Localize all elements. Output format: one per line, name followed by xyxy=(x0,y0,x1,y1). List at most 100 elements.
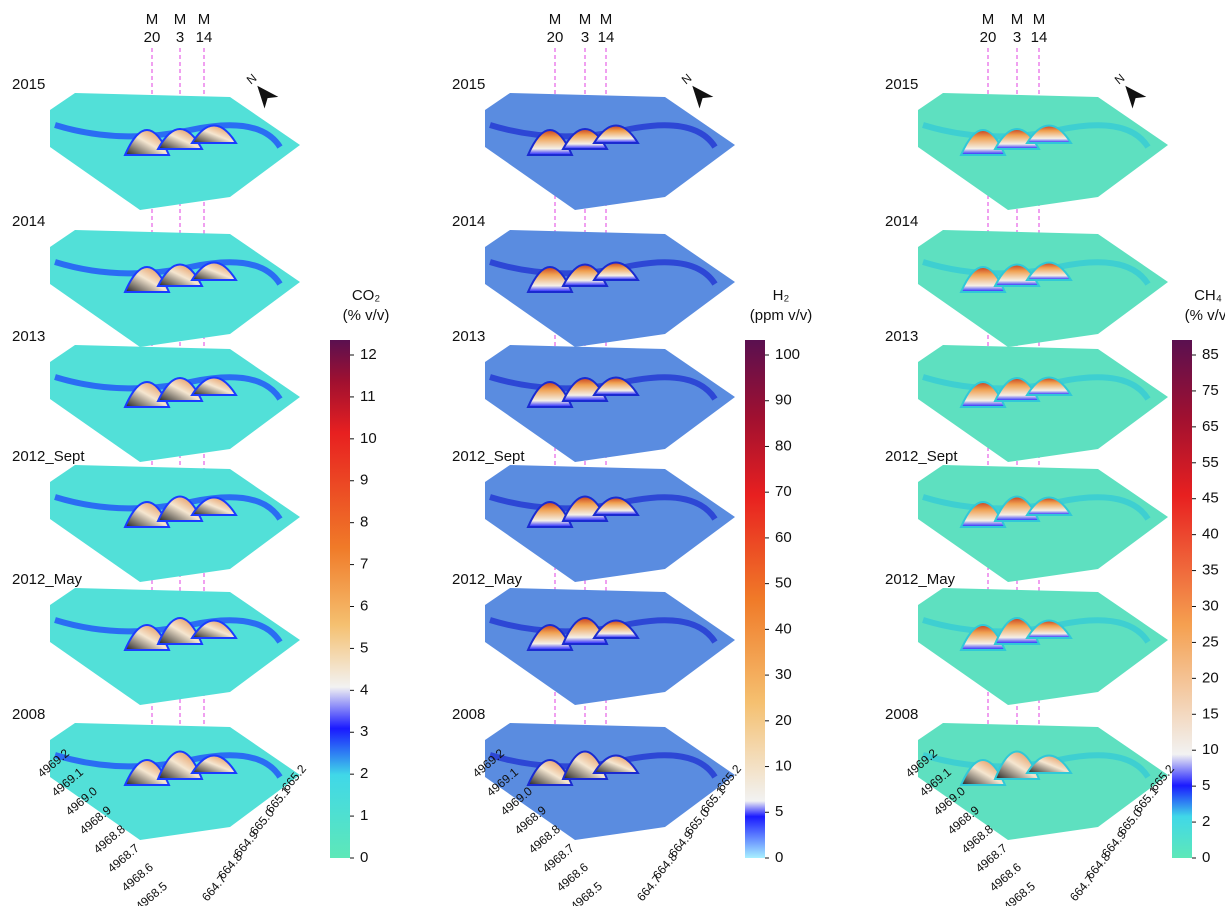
colorbar xyxy=(745,340,765,858)
colorbar-tick-label: 10 xyxy=(360,430,377,447)
colorbar xyxy=(330,340,350,858)
colorbar-tick-label: 5 xyxy=(775,803,783,820)
surface xyxy=(918,588,1168,705)
year-label: 2012_Sept xyxy=(452,448,525,465)
colorbar-tick-label: 20 xyxy=(775,712,792,729)
colorbar-tick-label: 6 xyxy=(360,597,368,614)
colorbar-tick-label: 85 xyxy=(1202,346,1219,363)
colorbar-tick-label: 7 xyxy=(360,556,368,573)
colorbar xyxy=(1172,340,1192,858)
colorbar-tick-label: 4 xyxy=(360,681,368,698)
colorbar-units: (ppm v/v) xyxy=(750,307,813,324)
colorbar-title: CH₄ xyxy=(1194,287,1222,304)
surface xyxy=(918,465,1168,582)
north-arrow: N xyxy=(240,68,278,109)
year-label: 2015 xyxy=(12,76,45,93)
year-label: 2014 xyxy=(885,213,918,230)
colorbar-title: CO₂ xyxy=(352,287,381,304)
colorbar-tick-label: 0 xyxy=(360,849,368,866)
colorbar-tick-label: 80 xyxy=(775,437,792,454)
surface xyxy=(485,345,735,462)
colorbar-tick-label: 25 xyxy=(1202,633,1219,650)
year-label: 2008 xyxy=(452,706,485,723)
colorbar-tick-label: 0 xyxy=(775,849,783,866)
year-label: 2012_May xyxy=(12,571,83,588)
colorbar-tick-label: 75 xyxy=(1202,382,1219,399)
year-label: 2013 xyxy=(452,328,485,345)
north-label: N xyxy=(244,71,260,87)
colorbar-tick-label: 10 xyxy=(775,758,792,775)
well-letter: M xyxy=(549,11,562,28)
north-label: N xyxy=(679,71,695,87)
colorbar-tick-label: 3 xyxy=(360,723,368,740)
year-label: 2014 xyxy=(452,213,485,230)
well-letter: M xyxy=(1011,11,1024,28)
colorbar-units: (% v/v) xyxy=(343,307,390,324)
colorbar-tick-label: 10 xyxy=(1202,741,1219,758)
well-letter: M xyxy=(600,11,613,28)
well-letter: M xyxy=(1033,11,1046,28)
colorbar-tick-label: 20 xyxy=(1202,669,1219,686)
surface xyxy=(485,230,735,347)
colorbar-tick-label: 40 xyxy=(1202,526,1219,543)
well-number: 3 xyxy=(1013,29,1021,46)
surface xyxy=(50,345,300,462)
colorbar-tick-label: 90 xyxy=(775,392,792,409)
surface xyxy=(918,230,1168,347)
year-label: 2012_Sept xyxy=(12,448,85,465)
year-label: 2015 xyxy=(452,76,485,93)
well-number: 3 xyxy=(581,29,589,46)
year-label: 2013 xyxy=(12,328,45,345)
well-letter: M xyxy=(146,11,159,28)
well-letter: M xyxy=(174,11,187,28)
well-letter: M xyxy=(198,11,211,28)
colorbar-tick-label: 65 xyxy=(1202,418,1219,435)
colorbar-tick-label: 8 xyxy=(360,514,368,531)
year-label: 2008 xyxy=(12,706,45,723)
colorbar-tick-label: 5 xyxy=(360,639,368,656)
figure: M20M3M14N2015201420132012_Sept2012_May20… xyxy=(0,0,1225,906)
north-arrow: N xyxy=(1108,68,1146,109)
north-label: N xyxy=(1112,71,1128,87)
colorbar-tick-label: 100 xyxy=(775,346,800,363)
well-number: 3 xyxy=(176,29,184,46)
colorbar-tick-label: 30 xyxy=(1202,597,1219,614)
well-number: 20 xyxy=(547,29,564,46)
colorbar-tick-label: 12 xyxy=(360,346,377,363)
surface xyxy=(50,93,300,210)
colorbar-tick-label: 45 xyxy=(1202,490,1219,507)
colorbar-units: (% v/v) xyxy=(1185,307,1225,324)
year-label: 2013 xyxy=(885,328,918,345)
surface xyxy=(50,230,300,347)
colorbar-tick-label: 60 xyxy=(775,529,792,546)
year-label: 2012_May xyxy=(885,571,956,588)
surface xyxy=(485,93,735,210)
colorbar-tick-label: 40 xyxy=(775,620,792,637)
well-letter: M xyxy=(982,11,995,28)
colorbar-tick-label: 1 xyxy=(360,807,368,824)
year-label: 2012_May xyxy=(452,571,523,588)
colorbar-tick-label: 30 xyxy=(775,666,792,683)
well-number: 20 xyxy=(144,29,161,46)
year-label: 2008 xyxy=(885,706,918,723)
well-number: 14 xyxy=(196,29,213,46)
surface xyxy=(485,465,735,582)
colorbar-tick-label: 11 xyxy=(360,388,376,405)
surface xyxy=(50,588,300,705)
colorbar-tick-label: 2 xyxy=(360,765,368,782)
year-label: 2012_Sept xyxy=(885,448,958,465)
surface xyxy=(918,93,1168,210)
surface xyxy=(50,465,300,582)
well-letter: M xyxy=(579,11,592,28)
colorbar-tick-label: 9 xyxy=(360,472,368,489)
colorbar-tick-label: 70 xyxy=(775,483,792,500)
colorbar-tick-label: 0 xyxy=(1202,849,1210,866)
colorbar-tick-label: 35 xyxy=(1202,562,1219,579)
colorbar-tick-label: 55 xyxy=(1202,454,1219,471)
year-label: 2015 xyxy=(885,76,918,93)
colorbar-title: H₂ xyxy=(773,287,790,304)
north-arrow: N xyxy=(675,68,713,109)
well-number: 14 xyxy=(598,29,615,46)
colorbar-tick-label: 50 xyxy=(775,575,792,592)
surface xyxy=(918,345,1168,462)
